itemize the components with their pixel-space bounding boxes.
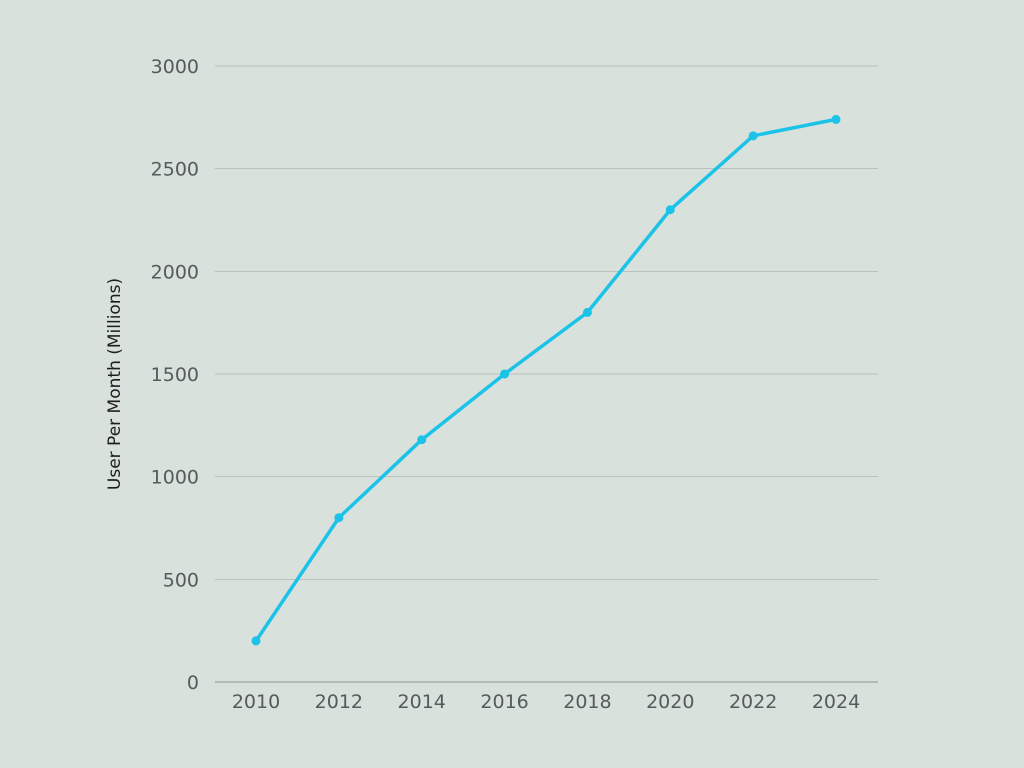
x-tick-labels: 2010 2012 2014 2016 2018 2020 2022 2024 [232,691,860,713]
data-point [251,636,261,646]
data-point [831,114,841,124]
x-tick-label: 2022 [729,691,777,713]
y-tick-label: 2000 [151,261,199,283]
data-point [417,435,427,445]
x-tick-label: 2018 [563,691,611,713]
data-point [748,131,758,141]
y-tick-label: 2500 [151,159,199,181]
x-tick-label: 2012 [315,691,363,713]
x-tick-label: 2014 [398,691,446,713]
data-point [582,307,592,317]
y-tick-labels: 0 500 1000 1500 2000 2500 3000 [151,56,199,694]
series-line [254,117,838,643]
grid-layer [215,65,878,580]
data-point [665,205,675,215]
x-tick-label: 2010 [232,691,280,713]
data-point [334,513,344,523]
x-tick-label: 2016 [480,691,528,713]
y-tick-label: 1000 [151,467,199,489]
y-tick-label: 0 [187,672,199,694]
series-layer [251,114,841,646]
y-tick-label: 1500 [151,364,199,386]
x-tick-label: 2020 [646,691,694,713]
y-axis-title: User Per Month (Millions) [105,278,125,490]
data-point [500,369,510,379]
y-tick-label: 3000 [151,56,199,78]
y-tick-label: 500 [163,569,199,591]
x-tick-label: 2024 [812,691,860,713]
